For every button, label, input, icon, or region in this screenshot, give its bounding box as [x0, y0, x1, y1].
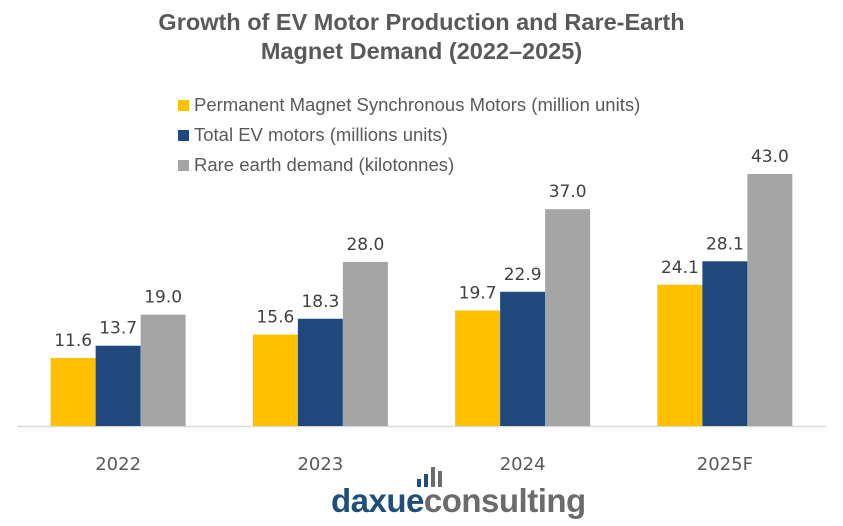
bar-pmsm-2025f — [657, 284, 703, 426]
legend-swatch-total-ev-motors — [178, 129, 189, 141]
logo-text-daxue: daxue — [331, 482, 424, 519]
bar-total-ev-motors-2022 — [95, 345, 141, 426]
logo-text-consulting: consulting — [423, 482, 586, 519]
data-label-rare-earth-demand-2025f: 43.0 — [751, 147, 789, 167]
x-tick-label-2025f: 2025F — [697, 454, 753, 475]
data-label-total-ev-motors-2025f: 28.1 — [706, 234, 744, 254]
data-label-rare-earth-demand-2023: 28.0 — [346, 235, 384, 255]
chart-legend: Permanent Magnet Synchronous Motors (mil… — [178, 90, 640, 180]
bar-rare-earth-demand-2022 — [140, 314, 186, 426]
logo-wordmark: daxueconsulting — [331, 481, 586, 521]
data-label-pmsm-2024: 19.7 — [459, 284, 497, 304]
bar-total-ev-motors-2025f — [702, 261, 748, 426]
x-tick-label-2024: 2024 — [500, 454, 546, 475]
x-tick-label-2023: 2023 — [297, 454, 343, 475]
bar-rare-earth-demand-2024 — [545, 209, 591, 426]
legend-item-rare-earth-demand: Rare earth demand (kilotonnes) — [178, 150, 640, 180]
chart-title: Growth of EV Motor Production and Rare-E… — [0, 8, 843, 66]
daxue-consulting-logo: daxueconsulting — [331, 467, 586, 525]
bar-rare-earth-demand-2025f — [747, 174, 793, 426]
x-tick-label-2022: 2022 — [95, 454, 141, 475]
data-label-total-ev-motors-2023: 18.3 — [301, 292, 339, 312]
legend-swatch-rare-earth-demand — [178, 159, 189, 171]
data-label-rare-earth-demand-2024: 37.0 — [549, 182, 587, 202]
bar-pmsm-2023 — [252, 334, 298, 426]
bar-total-ev-motors-2023 — [297, 318, 343, 426]
bar-rare-earth-demand-2023 — [342, 261, 388, 426]
data-label-pmsm-2022: 11.6 — [54, 331, 92, 351]
legend-swatch-pmsm — [178, 99, 189, 111]
legend-item-total-ev-motors: Total EV motors (millions units) — [178, 120, 640, 150]
chart-title-line-2: Magnet Demand (2022–2025) — [260, 38, 583, 64]
legend-item-pmsm: Permanent Magnet Synchronous Motors (mil… — [178, 90, 640, 120]
data-label-total-ev-motors-2024: 22.9 — [504, 265, 542, 285]
bar-pmsm-2024 — [455, 310, 501, 426]
logo-bars-icon — [417, 467, 447, 487]
chart-title-line-1: Growth of EV Motor Production and Rare-E… — [158, 9, 685, 35]
bar-pmsm-2022 — [50, 358, 96, 426]
data-label-rare-earth-demand-2022: 19.0 — [144, 288, 182, 308]
data-label-total-ev-motors-2022: 13.7 — [99, 319, 137, 339]
data-label-pmsm-2025f: 24.1 — [661, 258, 699, 278]
legend-label-total-ev-motors: Total EV motors (millions units) — [194, 124, 448, 145]
data-label-pmsm-2023: 15.6 — [256, 308, 294, 328]
bar-total-ev-motors-2024 — [500, 291, 546, 426]
legend-label-pmsm: Permanent Magnet Synchronous Motors (mil… — [194, 94, 641, 115]
legend-label-rare-earth-demand: Rare earth demand (kilotonnes) — [194, 154, 455, 175]
